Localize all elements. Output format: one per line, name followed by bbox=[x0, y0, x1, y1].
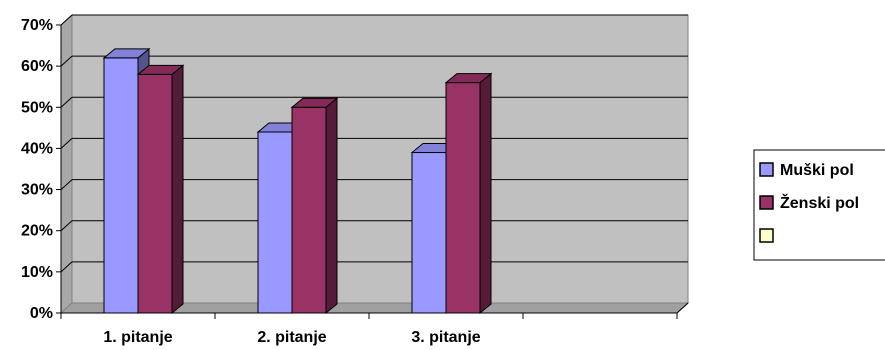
y-tick-label: 10% bbox=[21, 264, 53, 281]
bar-front bbox=[411, 152, 447, 314]
bar-front bbox=[103, 57, 139, 314]
y-tick-label: 20% bbox=[21, 223, 53, 240]
bar-top bbox=[102, 48, 151, 59]
bars bbox=[102, 47, 493, 315]
legend-swatch bbox=[759, 162, 774, 177]
y-tick-label: 60% bbox=[21, 58, 53, 75]
gridline-side bbox=[60, 138, 73, 149]
x-tick-label: 3. pitanje bbox=[411, 329, 480, 346]
x-axis-depth bbox=[676, 302, 689, 314]
gridline-side bbox=[60, 220, 73, 232]
bar-front bbox=[137, 73, 173, 314]
bar-front bbox=[257, 131, 293, 314]
y-tick-label: 70% bbox=[21, 17, 53, 34]
y-axis: 0% 10% 20% 30% 40% 50% 60% 70% bbox=[21, 17, 62, 322]
gridline-side bbox=[60, 55, 73, 67]
bar-top bbox=[136, 64, 185, 75]
bar-front bbox=[291, 106, 327, 314]
bar-side bbox=[479, 72, 492, 315]
y-tick-label: 30% bbox=[21, 182, 53, 199]
gridline-side bbox=[60, 261, 73, 273]
bar bbox=[136, 64, 185, 315]
x-axis: 1. pitanje 2. pitanje 3. pitanje bbox=[60, 302, 689, 346]
legend: Muški pol Ženski pol bbox=[753, 149, 885, 261]
legend-label: Ženski pol bbox=[780, 193, 859, 212]
y-tick-label: 50% bbox=[21, 99, 53, 116]
gridline-side bbox=[60, 179, 73, 190]
legend-swatch bbox=[759, 228, 774, 243]
gridline-side bbox=[60, 14, 73, 26]
bar-front bbox=[445, 82, 481, 314]
side-wall bbox=[60, 13, 73, 315]
y-tick-label: 0% bbox=[30, 305, 53, 322]
bar-side bbox=[325, 97, 338, 315]
legend-swatch bbox=[759, 195, 774, 210]
x-tick-label: 1. pitanje bbox=[103, 329, 172, 346]
bar bbox=[290, 97, 339, 315]
legend-box bbox=[753, 149, 885, 261]
bar bbox=[444, 72, 493, 315]
x-tick-label: 2. pitanje bbox=[257, 329, 326, 346]
bar-side bbox=[171, 64, 184, 315]
gridline-side bbox=[60, 96, 73, 108]
legend-label: Muški pol bbox=[780, 162, 854, 179]
y-tick-label: 40% bbox=[21, 140, 53, 157]
bar-top bbox=[290, 97, 339, 108]
bar-top bbox=[444, 73, 493, 84]
